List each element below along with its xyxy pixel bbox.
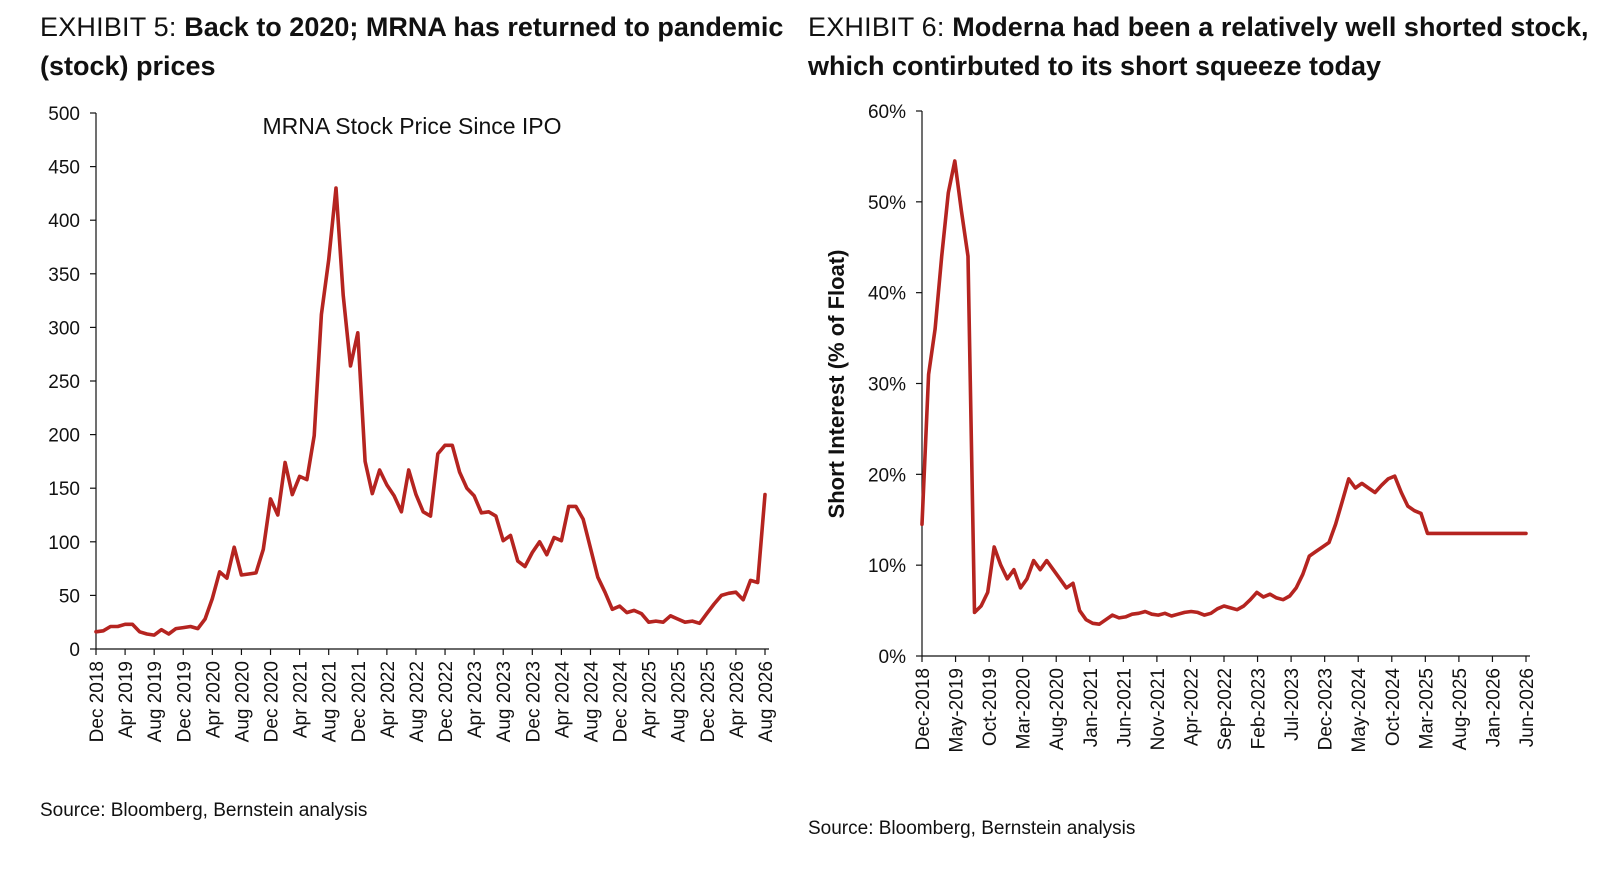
y-tick-label: 150 — [48, 479, 80, 500]
x-tick-label: Apr 2022 — [378, 661, 399, 738]
y-tick-label: 250 — [48, 372, 80, 393]
exhibit-6-title: Moderna had been a relatively well short… — [808, 12, 1589, 81]
x-tick-label: Dec 2020 — [262, 661, 283, 742]
exhibit-6-label: EXHIBIT 6: — [808, 12, 953, 42]
x-tick-label: Feb-2023 — [1249, 668, 1270, 749]
x-tick-label: Apr 2025 — [640, 661, 661, 738]
y-tick-label: 500 — [48, 104, 80, 125]
exhibit-5-panel: EXHIBIT 5: Back to 2020; MRNA has return… — [0, 0, 800, 886]
x-tick-label: Oct-2024 — [1383, 668, 1404, 747]
x-tick-label: Aug 2026 — [756, 661, 777, 742]
y-tick-label: 100 — [48, 533, 80, 554]
x-tick-label: Dec-2023 — [1316, 668, 1337, 750]
x-tick-label: Jan-2021 — [1081, 668, 1102, 747]
x-tick-label: Mar-2020 — [1014, 668, 1035, 749]
y-tick-label: 400 — [48, 211, 80, 232]
x-tick-label: Aug-2025 — [1450, 668, 1471, 750]
x-tick-label: Aug 2019 — [145, 661, 166, 742]
x-tick-label: Jun-2021 — [1114, 668, 1135, 747]
y-tick-label: 350 — [48, 265, 80, 286]
x-tick-label: Aug 2023 — [494, 661, 515, 742]
y-tick-label: 0% — [879, 647, 907, 668]
x-tick-label: Aug 2021 — [320, 661, 341, 742]
y-tick-label: 10% — [868, 556, 906, 577]
y-tick-label: 40% — [868, 284, 906, 305]
y-tick-label: 60% — [868, 102, 906, 123]
y-tick-label: 200 — [48, 426, 80, 447]
x-tick-label: Sep-2022 — [1215, 668, 1236, 750]
exhibit-6-source: Source: Bloomberg, Bernstein analysis — [808, 818, 1136, 839]
x-tick-label: Dec 2021 — [349, 661, 370, 742]
x-tick-label: Dec 2019 — [174, 661, 195, 742]
x-tick-label: May-2019 — [947, 668, 968, 753]
exhibit-5-source: Source: Bloomberg, Bernstein analysis — [40, 800, 368, 821]
y-tick-label: 300 — [48, 318, 80, 339]
series-line — [94, 186, 767, 637]
y-tick-label: 450 — [48, 158, 80, 179]
x-tick-label: Apr 2026 — [727, 661, 748, 738]
x-tick-label: Nov-2021 — [1148, 668, 1169, 750]
series-line — [920, 159, 1528, 626]
x-tick-label: Dec 2018 — [87, 661, 108, 742]
x-tick-label: Aug-2020 — [1047, 668, 1068, 750]
x-tick-label: Dec-2018 — [913, 668, 934, 750]
x-tick-label: Apr 2020 — [203, 661, 224, 738]
x-tick-label: Apr 2021 — [291, 661, 312, 738]
x-tick-label: Dec 2024 — [611, 661, 632, 743]
x-tick-label: Aug 2025 — [669, 661, 690, 742]
x-tick-label: Oct-2019 — [980, 668, 1001, 746]
x-tick-label: Aug 2022 — [407, 661, 428, 742]
x-tick-label: May-2024 — [1349, 668, 1370, 753]
y-tick-label: 30% — [868, 375, 906, 396]
x-tick-label: Aug 2020 — [232, 661, 253, 742]
x-tick-label: Apr 2023 — [465, 661, 486, 738]
x-tick-label: Dec 2023 — [523, 661, 544, 742]
x-tick-label: Jun-2026 — [1517, 668, 1538, 747]
x-tick-label: Dec 2022 — [436, 661, 457, 742]
mrna-price-chart: 0 50 100 150 200 250 300 350 400 450 500 Dec 2018 Ap… — [48, 104, 777, 743]
exhibit-5-heading: EXHIBIT 5: Back to 2020; MRNA has return… — [40, 8, 800, 86]
y-axis-title: Short Interest (% of Float) — [824, 250, 849, 519]
x-tick-label: Jan-2026 — [1483, 668, 1504, 747]
exhibit-5-title: Back to 2020; MRNA has returned to pande… — [40, 12, 784, 81]
x-tick-label: Apr 2019 — [116, 661, 137, 738]
x-tick-label: Apr-2022 — [1181, 668, 1202, 746]
y-tick-label: 50% — [868, 193, 906, 214]
x-tick-label: Aug 2024 — [581, 661, 602, 743]
exhibit-6-panel: EXHIBIT 6: Moderna had been a relatively… — [800, 0, 1612, 886]
chart-title: MRNA Stock Price Since IPO — [262, 113, 561, 139]
y-tick-label: 20% — [868, 465, 906, 486]
exhibit-5-label: EXHIBIT 5: — [40, 12, 185, 42]
exhibit-6-heading: EXHIBIT 6: Moderna had been a relatively… — [808, 8, 1608, 86]
x-tick-label: Jul-2023 — [1282, 668, 1303, 741]
short-interest-chart: 0% 10% 20% 30% 40% 50% 60% Dec-2018 May-2019 Oct-… — [824, 102, 1538, 753]
x-tick-label: Mar-2025 — [1416, 668, 1437, 749]
x-tick-label: Apr 2024 — [552, 661, 573, 739]
x-tick-label: Dec 2025 — [698, 661, 719, 742]
y-tick-label: 50 — [59, 586, 80, 607]
y-tick-label: 0 — [69, 640, 80, 661]
